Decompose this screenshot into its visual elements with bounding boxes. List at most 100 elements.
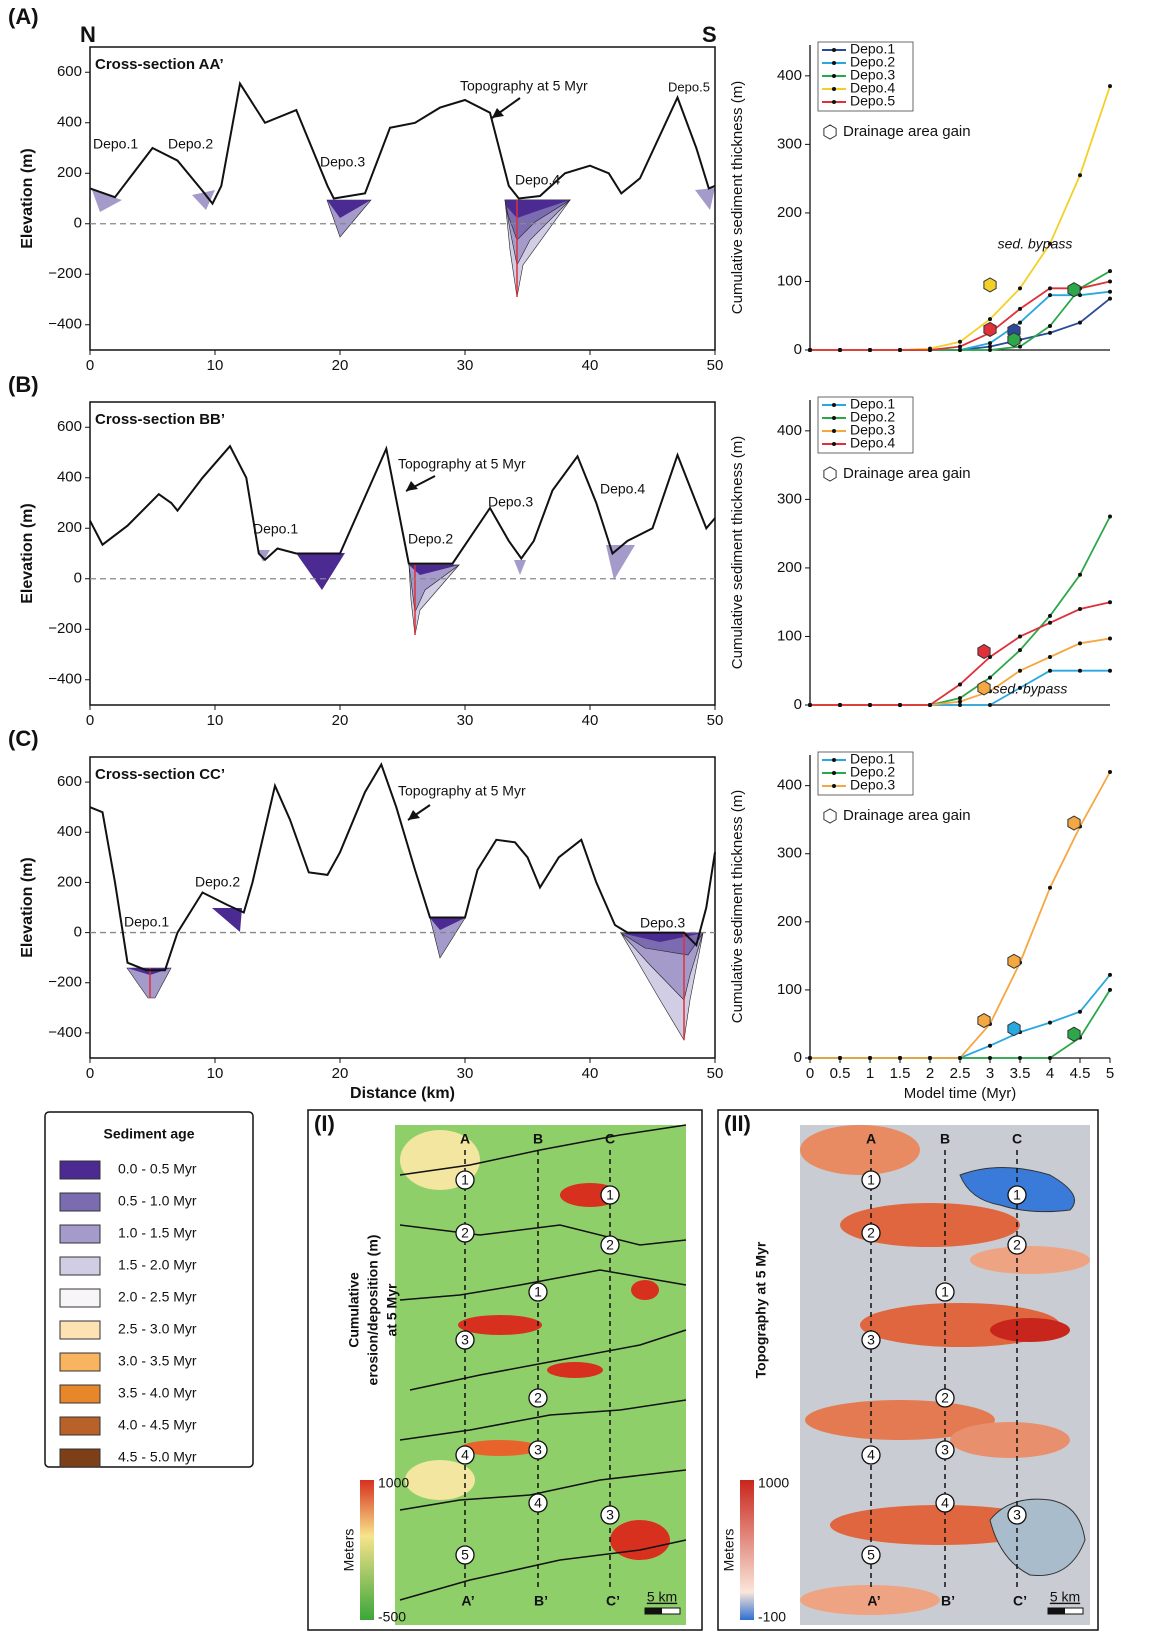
depo-label: Depo.1 (253, 521, 298, 537)
point (1018, 344, 1022, 349)
x-tick-label: 1 (866, 1065, 874, 1082)
legend-label: 2.5 - 3.0 Myr (118, 1321, 197, 1337)
depo-marker (455, 1330, 475, 1350)
legend-frame (817, 396, 914, 454)
x-tick-label: 50 (707, 712, 724, 729)
point (988, 675, 992, 680)
colorbar-max: 1000 (758, 1475, 789, 1491)
y-tick-label: 0 (794, 1049, 802, 1066)
point (868, 703, 872, 707)
point (1078, 1009, 1082, 1014)
y-tick-label: 200 (777, 913, 802, 930)
y-tick-label: 200 (777, 559, 802, 576)
section-top: C (605, 1131, 615, 1147)
x-tick-label: 30 (457, 1065, 474, 1082)
point (1108, 770, 1112, 775)
depo-marker (861, 1330, 881, 1350)
depo-marker (455, 1170, 475, 1190)
map-title: Topography at 5 Myr (753, 1241, 769, 1378)
drainage-gain-marker (1007, 332, 1021, 348)
legend-swatch (59, 1416, 101, 1436)
annotation: Topography at 5 Myr (398, 783, 526, 799)
y-tick-label: 600 (57, 418, 82, 435)
depo-number: 4 (941, 1495, 949, 1511)
point (1018, 685, 1022, 690)
point (1108, 600, 1112, 605)
legend-label: Depo.2 (850, 409, 895, 425)
y-tick-label: −400 (48, 671, 82, 688)
depo-number: 4 (461, 1447, 469, 1463)
y-tick-label: 400 (777, 777, 802, 794)
drainage-gain-marker (1067, 815, 1081, 831)
depo-number: 1 (606, 1187, 614, 1203)
point (988, 703, 992, 707)
y-tick-label: 400 (57, 823, 82, 840)
drainage-gain-marker (1007, 953, 1021, 969)
depo-marker (528, 1440, 548, 1460)
legend-frame (817, 41, 914, 112)
x-tick-label: 0 (86, 1065, 94, 1082)
depo-marker (1007, 1235, 1027, 1255)
point (1078, 320, 1082, 325)
point (1018, 320, 1022, 325)
legend-label: 4.0 - 4.5 Myr (118, 1417, 197, 1433)
point (1078, 641, 1082, 646)
point (928, 1056, 932, 1060)
legend-swatch (59, 1352, 101, 1372)
point (958, 699, 962, 704)
x-tick-label: 40 (582, 712, 599, 729)
y-tick-label: 300 (777, 135, 802, 152)
legend-dot (832, 771, 836, 775)
point (1108, 269, 1112, 274)
section-top: A (460, 1131, 470, 1147)
depo-marker (455, 1445, 475, 1465)
panel-label: (B) (8, 372, 39, 397)
series-line (810, 280, 1111, 351)
series-line (810, 989, 1111, 1059)
legend-swatch (59, 1384, 101, 1404)
panel-label: (A) (8, 4, 39, 29)
legend-label: 1.0 - 1.5 Myr (118, 1225, 197, 1241)
y-tick-label: 0 (794, 696, 802, 713)
legend-label: Depo.2 (850, 54, 895, 70)
depo-number: 2 (534, 1390, 542, 1406)
legend-label: 4.5 - 5.0 Myr (118, 1449, 197, 1465)
depo-marker (528, 1282, 548, 1302)
depo-number: 3 (606, 1507, 614, 1523)
series-line (810, 516, 1111, 706)
legend-label: Depo.4 (850, 80, 895, 96)
y-axis-label: Cumulative sediment thickness (m) (729, 436, 746, 669)
point (1018, 1056, 1022, 1060)
x-tick-label: 30 (457, 357, 474, 374)
y-tick-label: 400 (777, 67, 802, 84)
point (958, 344, 962, 349)
point (988, 1043, 992, 1048)
panel-label: (I) (314, 1111, 335, 1136)
y-tick-label: 600 (57, 773, 82, 790)
north-label: N (80, 22, 96, 47)
legend-dot (832, 442, 836, 446)
point (928, 348, 932, 352)
x-tick-label: 3 (986, 1065, 994, 1082)
scale-label: 5 km (1050, 1589, 1080, 1605)
legend-swatch (59, 1256, 101, 1276)
point (1018, 634, 1022, 639)
y-tick-label: 0 (794, 341, 802, 358)
x-tick-label: 1.5 (890, 1065, 911, 1082)
point (1078, 572, 1082, 577)
x-tick-label: 20 (332, 357, 349, 374)
y-tick-label: −400 (48, 1024, 82, 1041)
x-tick-label: 3.5 (1010, 1065, 1031, 1082)
y-tick-label: 200 (777, 204, 802, 221)
x-tick-label: 10 (207, 357, 224, 374)
section-bottom: B’ (941, 1593, 955, 1609)
depo-label: Depo.4 (515, 172, 560, 188)
y-axis-label: Elevation (m) (19, 148, 36, 248)
y-tick-label: 200 (57, 164, 82, 181)
legend-label: Depo.3 (850, 777, 895, 793)
x-tick-label: 10 (207, 712, 224, 729)
y-tick-label: 0 (74, 570, 82, 587)
x-axis-label: Model time (Myr) (904, 1085, 1017, 1102)
section-top: C (1012, 1131, 1022, 1147)
depo-marker (935, 1440, 955, 1460)
